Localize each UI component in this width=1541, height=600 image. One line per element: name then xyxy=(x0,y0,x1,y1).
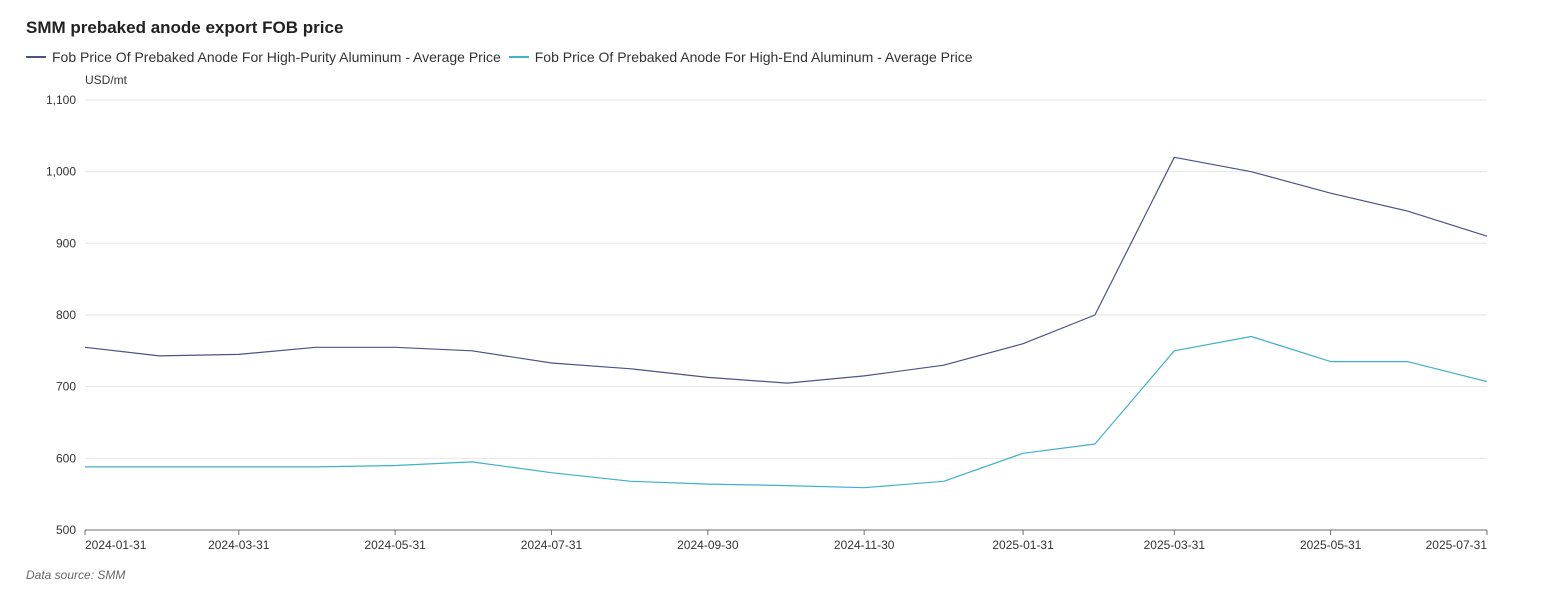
y-tick-label: 900 xyxy=(56,236,76,250)
y-tick-label: 1,000 xyxy=(46,165,76,179)
series-lines xyxy=(84,156,1488,489)
chart-title: SMM prebaked anode export FOB price xyxy=(26,18,344,37)
x-tick-label: 2024-07-31 xyxy=(521,538,583,552)
x-tick-label: 2025-01-31 xyxy=(992,538,1054,552)
legend-swatch-high-end xyxy=(508,56,529,58)
series-line-high-end[interactable] xyxy=(85,335,1488,489)
data-source: Data source: SMM xyxy=(26,568,126,582)
x-tick-label: 2025-07-31 xyxy=(1426,538,1488,552)
grid-lines xyxy=(85,99,1487,459)
x-tick-label: 2024-09-30 xyxy=(677,538,739,552)
x-tick-label: 2025-03-31 xyxy=(1144,538,1206,552)
legend: Fob Price Of Prebaked Anode For High-Pur… xyxy=(26,49,981,65)
x-axis-ticks: 2024-01-31 2024-03-31 2024-05-31 2024-07-31… xyxy=(84,530,1488,552)
y-tick-label: 800 xyxy=(56,308,76,322)
x-tick-label: 2024-05-31 xyxy=(364,538,426,552)
y-axis-ticks: 500 600 700 800 900 1,000 1,100 xyxy=(46,93,76,537)
x-tick-label: 2024-11-30 xyxy=(834,538,895,552)
y-tick-label: 500 xyxy=(56,523,76,537)
y-tick-label: 1,100 xyxy=(46,93,76,107)
y-tick-label: 600 xyxy=(56,451,76,465)
legend-item-high-end[interactable]: Fob Price Of Prebaked Anode For High-End… xyxy=(508,49,973,65)
legend-label-high-purity: Fob Price Of Prebaked Anode For High-Pur… xyxy=(52,49,501,65)
series-line-high-purity[interactable] xyxy=(84,156,1488,384)
legend-item-high-purity[interactable]: Fob Price Of Prebaked Anode For High-Pur… xyxy=(26,49,501,65)
y-tick-label: 700 xyxy=(56,380,76,394)
x-tick-label: 2024-01-31 xyxy=(85,538,147,552)
legend-swatch-high-purity xyxy=(26,56,46,58)
legend-label-high-end: Fob Price Of Prebaked Anode For High-End… xyxy=(534,49,973,65)
y-axis-unit: USD/mt xyxy=(85,73,128,87)
x-tick-label: 2025-05-31 xyxy=(1300,538,1362,552)
x-tick-label: 2024-03-31 xyxy=(208,538,270,552)
